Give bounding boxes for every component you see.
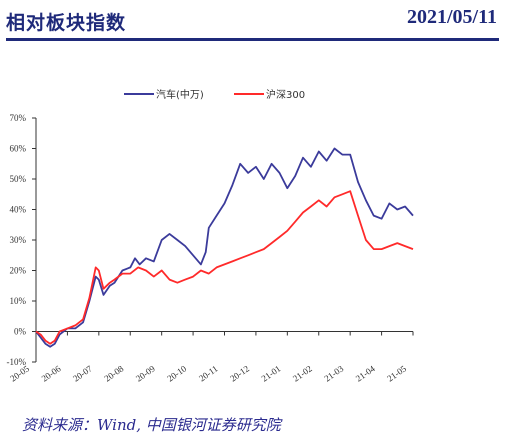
x-tick-label: 21-04 [354, 363, 377, 384]
y-tick-label: 0% [14, 327, 27, 337]
y-tick-label: 10% [10, 296, 27, 306]
y-tick-label: 20% [10, 266, 27, 276]
y-tick-label: 70% [10, 113, 27, 123]
legend-label-1: 汽车(中万) [156, 88, 204, 101]
y-tick-label: 40% [10, 205, 27, 215]
x-tick-label: 21-01 [260, 363, 283, 383]
x-tick-label: 20-08 [102, 363, 125, 384]
y-tick-label: 50% [10, 174, 27, 184]
x-tick-label: 20-07 [71, 363, 94, 384]
series-line-1 [35, 147, 414, 348]
source-note: 资料来源：Wind, 中国银河证券研究院 [22, 416, 281, 434]
x-tick-label: 20-10 [165, 363, 188, 384]
y-tick-label: -10% [7, 357, 27, 367]
x-tick-label: 21-02 [291, 363, 314, 383]
page-title: 相对板块指数 [6, 12, 127, 34]
y-tick-label: 60% [10, 144, 27, 154]
series-line-2 [35, 190, 414, 345]
x-tick-label: 20-09 [134, 363, 157, 384]
x-tick-label: 20-06 [40, 363, 63, 384]
x-tick-label: 21-03 [322, 363, 345, 384]
x-tick-label: 20-12 [228, 363, 251, 383]
header-divider [6, 38, 499, 41]
legend-label-2: 沪深300 [266, 88, 305, 101]
y-tick-label: 30% [10, 235, 27, 245]
report-date: 2021/05/11 [406, 6, 497, 28]
x-tick-label: 20-11 [197, 363, 220, 383]
x-tick-label: 21-05 [385, 363, 408, 384]
relative-index-line-chart: -10%0%10%20%30%40%50%60%70%20-05 20-06 20-… [7, 88, 414, 384]
